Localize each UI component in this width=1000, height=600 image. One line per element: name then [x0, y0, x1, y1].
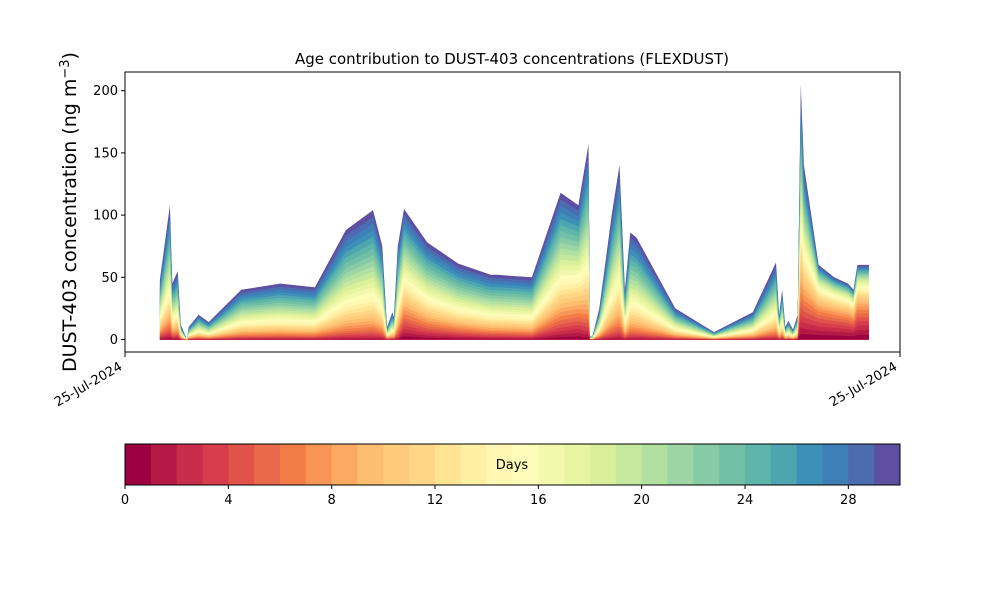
- y-tick-label: 50: [101, 271, 118, 286]
- colorbar-swatch: [641, 444, 668, 485]
- y-axis-label: DUST-403 concentration (ng m−3): [58, 52, 81, 372]
- colorbar-swatch: [486, 444, 513, 485]
- x-axis-ticks: 25-Jul-2024 25-Jul-2024: [52, 352, 901, 410]
- colorbar-tick-label: 8: [328, 493, 336, 508]
- colorbar-tick-label: 24: [737, 493, 754, 508]
- colorbar-swatch: [848, 444, 875, 485]
- age-bands: [159, 84, 869, 340]
- colorbar-tick-label: 16: [530, 493, 547, 508]
- chart-title: Age contribution to DUST-403 concentrati…: [295, 50, 729, 68]
- y-axis-label-end: ): [59, 52, 81, 59]
- y-tick-label: 200: [93, 84, 118, 99]
- y-tick-label: 100: [93, 209, 118, 224]
- colorbar-swatch: [125, 444, 152, 485]
- colorbar-frame: [124, 443, 901, 486]
- age-band-1: [159, 327, 869, 340]
- colorbar-tick-label: 20: [633, 493, 650, 508]
- colorbar-swatch: [150, 444, 178, 485]
- colorbar-tick-label: 4: [224, 493, 232, 508]
- colorbar-swatch: [357, 444, 384, 485]
- colorbar-swatch: [693, 444, 720, 485]
- colorbar-swatch: [590, 444, 617, 485]
- colorbar-swatch: [331, 444, 358, 485]
- y-tick-label: 0: [110, 333, 118, 348]
- colorbar-swatch: [745, 444, 772, 485]
- colorbar-swatch: [176, 444, 203, 485]
- colorbar-swatch: [770, 444, 798, 485]
- y-axis-label-main: DUST-403 concentration (ng m: [59, 79, 81, 372]
- colorbar-label: Days: [496, 458, 529, 473]
- y-axis-label-sup: −3: [58, 59, 73, 78]
- colorbar-swatch: [435, 444, 462, 485]
- age-band-12: [159, 244, 869, 340]
- colorbar-swatch: [228, 444, 255, 485]
- colorbar-swatch: [822, 444, 849, 485]
- colorbar-tick-label: 28: [840, 493, 857, 508]
- age-band-13: [159, 236, 869, 340]
- colorbar-swatch: [719, 444, 746, 485]
- colorbar-swatches: [125, 444, 901, 485]
- colorbar-swatch: [280, 444, 307, 485]
- colorbar-swatch: [254, 444, 281, 485]
- colorbar-swatch: [202, 444, 229, 485]
- colorbar: Days 0 4 8 12 16 20 24 28: [121, 443, 901, 508]
- colorbar-tick-label: 12: [427, 493, 444, 508]
- age-band-2: [159, 320, 869, 340]
- colorbar-swatch: [615, 444, 643, 485]
- y-axis-ticks: 0 50 100 150 200: [93, 84, 125, 348]
- colorbar-swatch: [383, 444, 410, 485]
- colorbar-swatch: [305, 444, 333, 485]
- x-tick-label: 25-Jul-2024: [827, 359, 900, 410]
- plot-frame: [124, 71, 901, 353]
- colorbar-swatch: [667, 444, 694, 485]
- plot-area: 0 50 100 150 200 25-Jul-2024 25-Jul-2024: [52, 71, 901, 410]
- colorbar-swatch: [564, 444, 591, 485]
- colorbar-ticks: 0 4 8 12 16 20 24 28: [121, 485, 857, 508]
- colorbar-swatch: [796, 444, 823, 485]
- colorbar-swatch: [512, 444, 539, 485]
- age-band-0: [159, 333, 869, 340]
- age-band-14: [159, 227, 869, 340]
- colorbar-swatch: [874, 444, 901, 485]
- y-tick-label: 150: [93, 146, 118, 161]
- colorbar-swatch: [538, 444, 565, 485]
- colorbar-swatch: [460, 444, 488, 485]
- colorbar-swatch: [409, 444, 436, 485]
- colorbar-tick-label: 0: [121, 493, 129, 508]
